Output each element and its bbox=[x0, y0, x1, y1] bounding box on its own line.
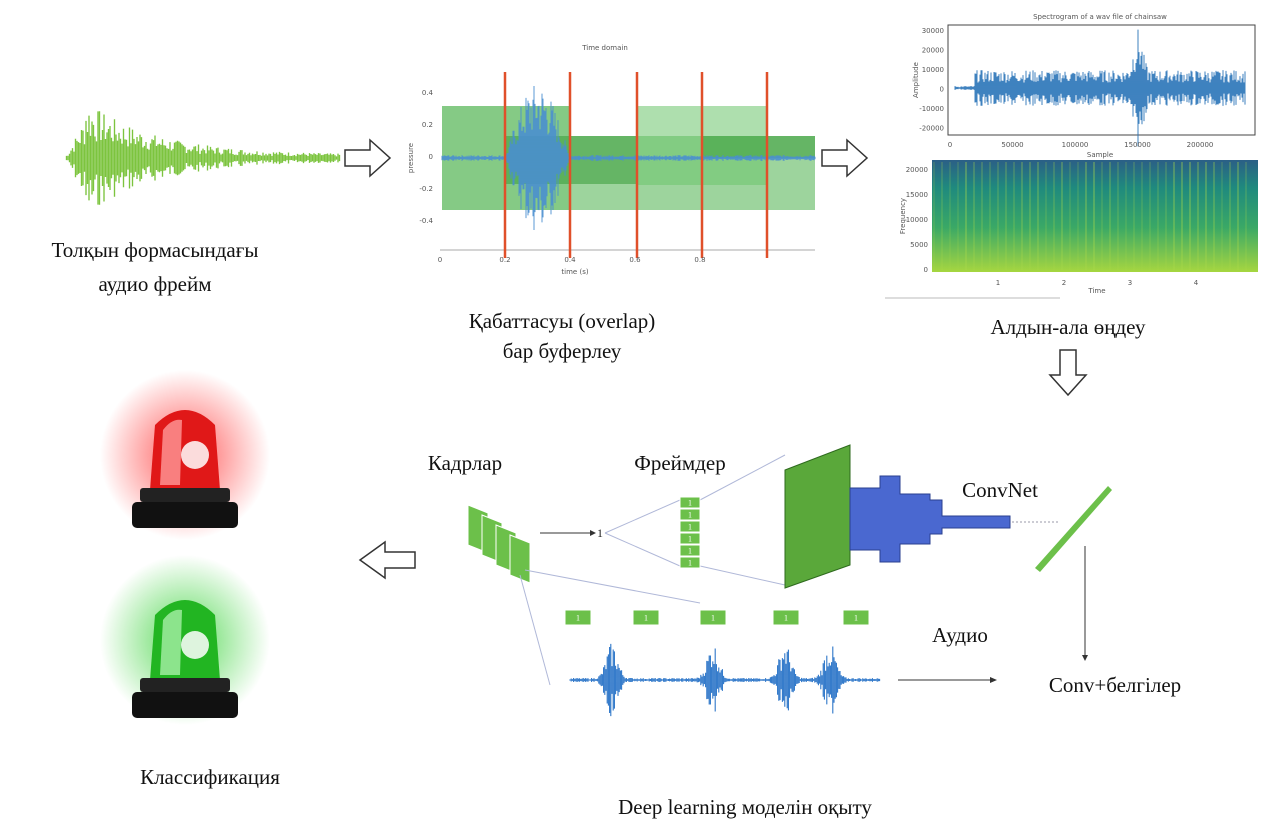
caption: Классификация bbox=[140, 765, 280, 789]
tick-label: 5000 bbox=[910, 241, 928, 249]
feature-value: 1 bbox=[688, 547, 692, 556]
waveform bbox=[955, 30, 1245, 147]
tick-label: 150000 bbox=[1124, 141, 1151, 149]
axis-label: Time bbox=[1087, 287, 1105, 295]
chart-title: Spectrogram of a wav file of chainsaw bbox=[1033, 13, 1167, 21]
tick-label: 15000 bbox=[906, 191, 928, 199]
axis-label: Amplitude bbox=[912, 62, 920, 98]
feature-value: 1 bbox=[711, 614, 715, 623]
arrow bbox=[345, 140, 390, 176]
red-siren bbox=[100, 370, 270, 540]
tick-label: 0 bbox=[940, 86, 944, 94]
axis-label: Sample bbox=[1087, 151, 1113, 159]
tick-label: 0.2 bbox=[499, 256, 510, 264]
feature-value: 1 bbox=[688, 535, 692, 544]
tick-label: 100000 bbox=[1062, 141, 1089, 149]
feature-value: 1 bbox=[854, 614, 858, 623]
tick-label: 0.4 bbox=[422, 89, 434, 97]
label: Conv+белгілер bbox=[1049, 673, 1181, 697]
tick-label: 0.8 bbox=[694, 256, 705, 264]
tick-label: -10000 bbox=[919, 105, 944, 113]
arrow bbox=[360, 542, 415, 578]
axis-label: time (s) bbox=[561, 268, 588, 276]
label: Аудио bbox=[932, 623, 988, 647]
tick-label: 0 bbox=[948, 141, 952, 149]
caption: бар буферлеу bbox=[503, 339, 622, 363]
label: Кадрлар bbox=[428, 451, 502, 475]
label: ConvNet bbox=[962, 478, 1038, 502]
label: Фреймдер bbox=[634, 451, 725, 475]
axis-label: pressure bbox=[407, 143, 415, 173]
feature-value: 1 bbox=[688, 499, 692, 508]
tick-label: 0.6 bbox=[629, 256, 641, 264]
feature-value: 1 bbox=[597, 526, 603, 540]
feature-value: 1 bbox=[688, 559, 692, 568]
tick-label: 1 bbox=[996, 279, 1000, 287]
tick-label: 20000 bbox=[906, 166, 928, 174]
tick-label: -0.2 bbox=[419, 185, 433, 193]
tick-label: 0.4 bbox=[564, 256, 576, 264]
tick-label: 2 bbox=[1062, 279, 1066, 287]
tick-label: 0 bbox=[429, 153, 433, 161]
tick-label: 20000 bbox=[922, 47, 944, 55]
chart-title: Time domain bbox=[581, 44, 628, 52]
tick-label: 30000 bbox=[922, 27, 944, 35]
tick-label: 50000 bbox=[1001, 141, 1023, 149]
tick-label: -0.4 bbox=[419, 217, 433, 225]
caption: Қабаттасуы (overlap) bbox=[469, 309, 656, 333]
caption: аудио фрейм bbox=[98, 272, 211, 296]
caption: Deep learning моделін оқыту bbox=[618, 795, 872, 819]
feature-value: 1 bbox=[688, 523, 692, 532]
tick-label: 10000 bbox=[906, 216, 928, 224]
tick-label: 3 bbox=[1128, 279, 1132, 287]
buffer bbox=[702, 136, 815, 158]
feature-value: 1 bbox=[784, 614, 788, 623]
model: Кадрлар Фреймдер 1 1 1 1 1 1 1 ConvNet 1 1 1 1 1 А… bbox=[428, 445, 1181, 716]
tick-label: 0 bbox=[924, 266, 928, 274]
buffer-chart: Time domain pressure time (s) 0.4 0.2 0 -0.… bbox=[407, 44, 815, 276]
tick-label: 200000 bbox=[1187, 141, 1214, 149]
feature-value: 1 bbox=[576, 614, 580, 623]
preprocessing-chart: Spectrogram of a wav file of chainsaw Am… bbox=[885, 13, 1258, 298]
caption: Толқын формасындағы bbox=[52, 238, 259, 262]
tick-label: 10000 bbox=[922, 66, 944, 74]
caption: Алдын-ала өңдеу bbox=[991, 315, 1146, 339]
feature-value: 1 bbox=[688, 511, 692, 520]
arrow bbox=[1050, 350, 1086, 395]
diagram: Толқын формасындағы аудио фрейм Time dom… bbox=[0, 0, 1261, 820]
waveform bbox=[65, 111, 340, 204]
tick-label: -20000 bbox=[919, 125, 944, 133]
tick-label: 4 bbox=[1194, 279, 1199, 287]
green-siren bbox=[100, 555, 270, 725]
waveform bbox=[65, 111, 340, 204]
waveform bbox=[570, 644, 880, 716]
tick-label: 0.2 bbox=[422, 121, 433, 129]
feature-value: 1 bbox=[644, 614, 648, 623]
tick-label: 0 bbox=[438, 256, 442, 264]
arrow bbox=[822, 140, 867, 176]
